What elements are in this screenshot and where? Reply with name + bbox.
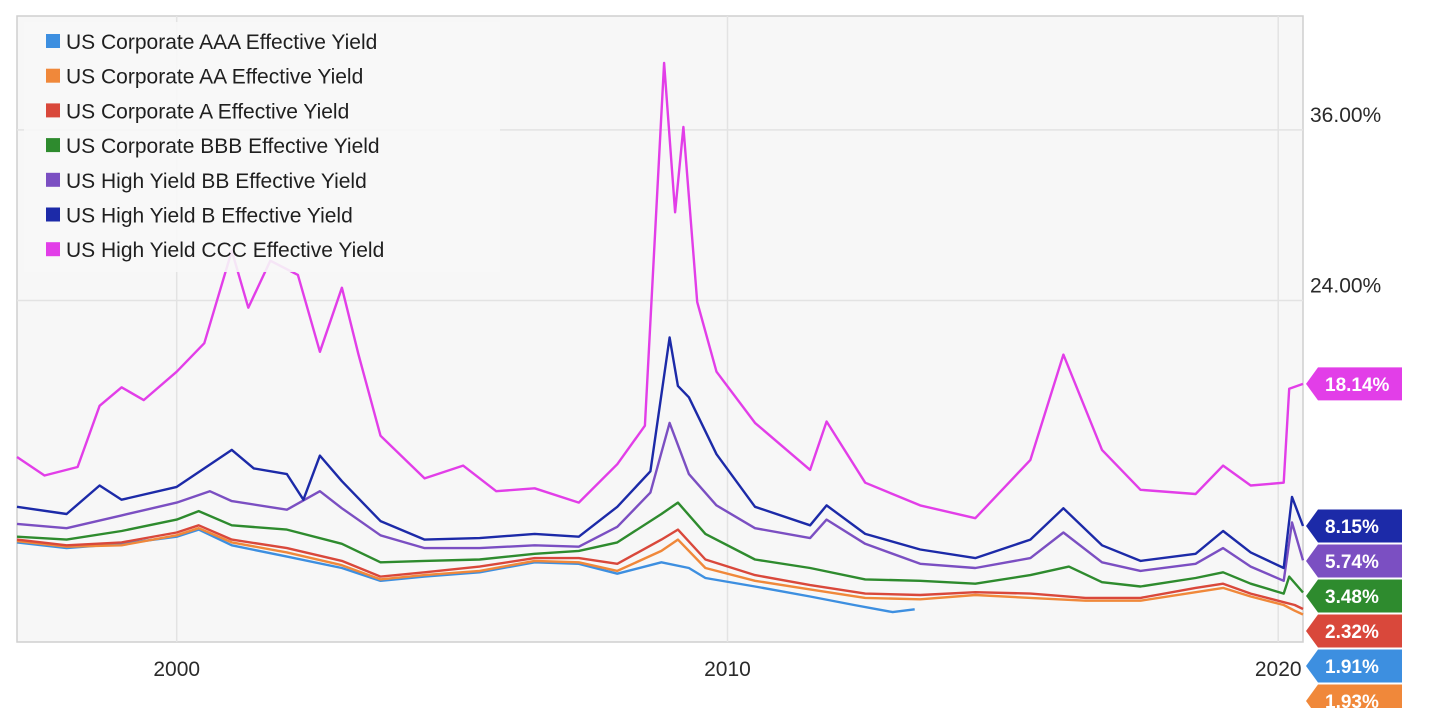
y-tick-label: 36.00% (1310, 104, 1381, 127)
series-line-5 (16, 336, 1305, 570)
legend-swatch-1 (46, 68, 60, 83)
legend: US Corporate AAA Effective Yield US Corpo… (24, 22, 500, 272)
x-tick-label: 2010 (704, 658, 751, 681)
y-axis-ticks: 24.00% 36.00% (1310, 104, 1381, 298)
end-tag-label-3: 3.48% (1325, 587, 1379, 608)
legend-label-1: US Corporate AA Effective Yield (66, 66, 363, 89)
legend-label-2: US Corporate A Effective Yield (66, 100, 349, 123)
end-tag-3 (1306, 579, 1402, 613)
x-tick-label: 2020 (1255, 658, 1302, 681)
series-lines (16, 61, 1305, 616)
end-value-tags: 18.14% 8.15% 5.74% 3.48% 2.32% 1.91% 1.93% (1306, 367, 1402, 708)
x-axis-ticks: 2000 2010 2020 (153, 658, 1301, 681)
end-tag-label-0: 1.91% (1325, 657, 1379, 678)
legend-label-4: US High Yield BB Effective Yield (66, 170, 367, 193)
legend-swatch-3 (46, 138, 60, 153)
end-tag-label-6: 18.14% (1325, 375, 1390, 396)
series-line-3 (16, 501, 1304, 595)
series-line-2 (16, 524, 1304, 611)
end-tag-label-2: 2.32% (1325, 622, 1379, 643)
end-tag-1 (1306, 684, 1402, 708)
legend-swatch-2 (46, 103, 60, 118)
end-tag-0 (1306, 649, 1402, 683)
series-line-0 (16, 528, 915, 614)
y-tick-label: 24.00% (1310, 275, 1381, 298)
end-tag-label-5: 8.15% (1325, 517, 1379, 538)
series-line-1 (16, 527, 1304, 616)
end-tag-label-1: 1.93% (1325, 692, 1379, 708)
legend-swatch-5 (46, 207, 60, 222)
x-tick-label: 2000 (153, 658, 200, 681)
legend-swatch-6 (46, 242, 60, 257)
legend-box (24, 22, 500, 272)
end-tag-2 (1306, 614, 1402, 648)
legend-label-5: US High Yield B Effective Yield (66, 205, 353, 228)
series-line-6 (16, 61, 1304, 520)
end-tag-4 (1306, 544, 1402, 578)
legend-swatch-0 (46, 34, 60, 48)
legend-label-0: US Corporate AAA Effective Yield (66, 31, 377, 54)
series-line-4 (16, 421, 1305, 582)
end-tag-5 (1306, 509, 1402, 543)
legend-swatch-4 (46, 172, 60, 187)
end-tag-label-4: 5.74% (1325, 552, 1379, 573)
end-tag-6 (1306, 367, 1402, 401)
legend-label-3: US Corporate BBB Effective Yield (66, 135, 380, 158)
legend-label-6: US High Yield CCC Effective Yield (66, 239, 384, 262)
